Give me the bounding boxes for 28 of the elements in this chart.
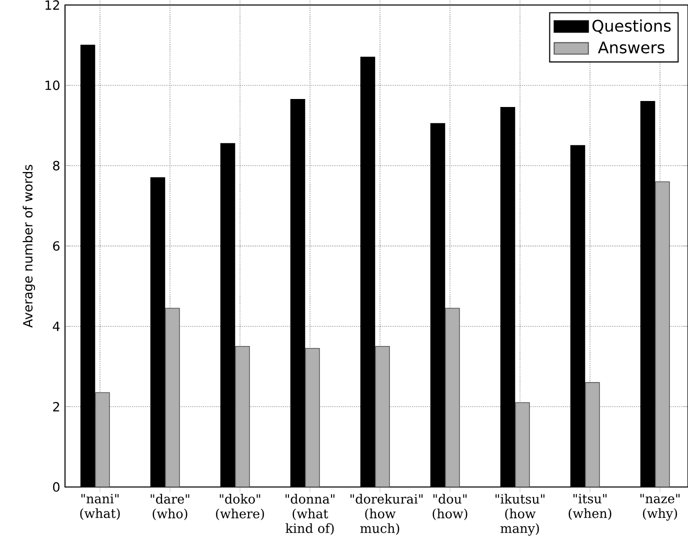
bar [445,308,460,487]
x-tick-label: "dare" (who) [150,494,190,520]
y-tick-label: 8 [53,160,60,170]
bar [375,346,390,487]
x-tick-label: "donna" (what kind of) [286,494,334,535]
x-tick-label: "dou" (how) [432,494,468,520]
bar [655,181,670,487]
y-tick-label: 10 [46,80,60,90]
x-tick-label: "nani" (what) [80,494,120,520]
x-tick-label: "ikutsu" (how many) [496,494,544,536]
bar [515,402,530,487]
y-tick-label: 6 [53,241,60,251]
y-tick-label: 2 [53,402,60,412]
bar [585,382,600,487]
y-tick-label: 0 [53,482,60,492]
x-tick-label: "doko" (where) [216,494,264,520]
x-tick-label: "dorekurai" (how much) [350,494,423,535]
y-axis-title: Average number of words [22,164,36,328]
x-tick-label: "itsu" (when) [568,494,612,520]
y-tick-label: 4 [52,322,60,331]
legend-label: Answers [598,42,664,54]
bar [235,346,250,487]
bar [95,392,110,487]
bar [165,308,180,487]
x-tick-label: "naze" (why) [640,494,680,521]
legend-label: Questions [592,19,671,34]
y-tick-label: 12 [46,0,60,10]
bar [305,348,320,487]
